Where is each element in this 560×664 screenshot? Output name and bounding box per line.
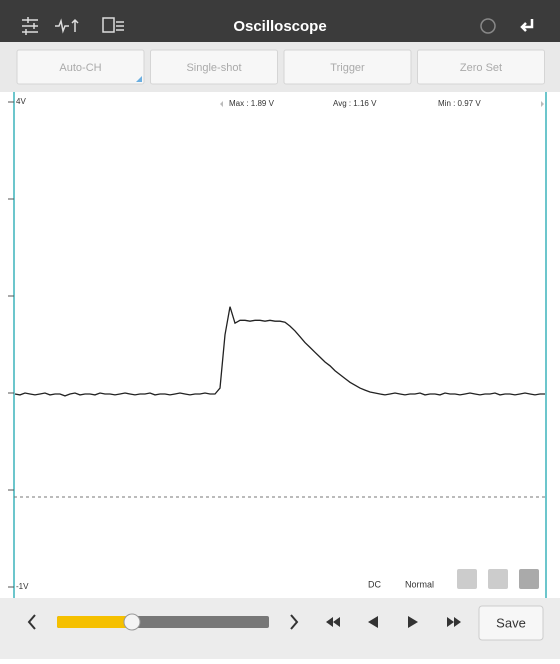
plot-area bbox=[14, 92, 546, 598]
toolbar bbox=[0, 0, 560, 42]
tool-buttons[interactable] bbox=[457, 569, 539, 589]
mode-button[interactable] bbox=[150, 49, 278, 85]
mode-button-label[interactable]: Single-shot bbox=[186, 62, 241, 74]
next-button[interactable] bbox=[290, 614, 299, 630]
min-readout: Min : 0.97 V bbox=[438, 99, 481, 108]
y-tick-label: 4V bbox=[16, 97, 26, 106]
slider-knob[interactable] bbox=[123, 613, 141, 631]
app-title: Oscilloscope bbox=[233, 18, 326, 35]
save-label[interactable]: Save bbox=[496, 615, 526, 630]
mode-button[interactable] bbox=[16, 49, 145, 85]
mode-button[interactable] bbox=[417, 49, 545, 85]
mode-button-label[interactable]: Auto-CH bbox=[59, 62, 101, 74]
avg-readout: Avg : 1.16 V bbox=[333, 99, 377, 108]
mode-button[interactable] bbox=[283, 49, 412, 85]
dropdown-corner bbox=[136, 76, 142, 82]
save-button[interactable] bbox=[478, 605, 544, 641]
trigger-mode: Normal bbox=[405, 579, 434, 589]
bottom-bar bbox=[0, 598, 560, 659]
mode-button-label[interactable]: Trigger bbox=[330, 62, 365, 74]
mode-button-label[interactable]: Zero Set bbox=[460, 62, 502, 74]
prev-button[interactable] bbox=[27, 614, 36, 630]
toolbar-icons[interactable] bbox=[22, 17, 534, 35]
max-readout: Max : 1.89 V bbox=[229, 99, 275, 108]
waveform bbox=[14, 306, 545, 397]
coupling: DC bbox=[368, 579, 381, 589]
slider-fill bbox=[57, 616, 132, 628]
scale-marks bbox=[8, 198, 14, 491]
y-tick-label: -1V bbox=[16, 582, 29, 591]
